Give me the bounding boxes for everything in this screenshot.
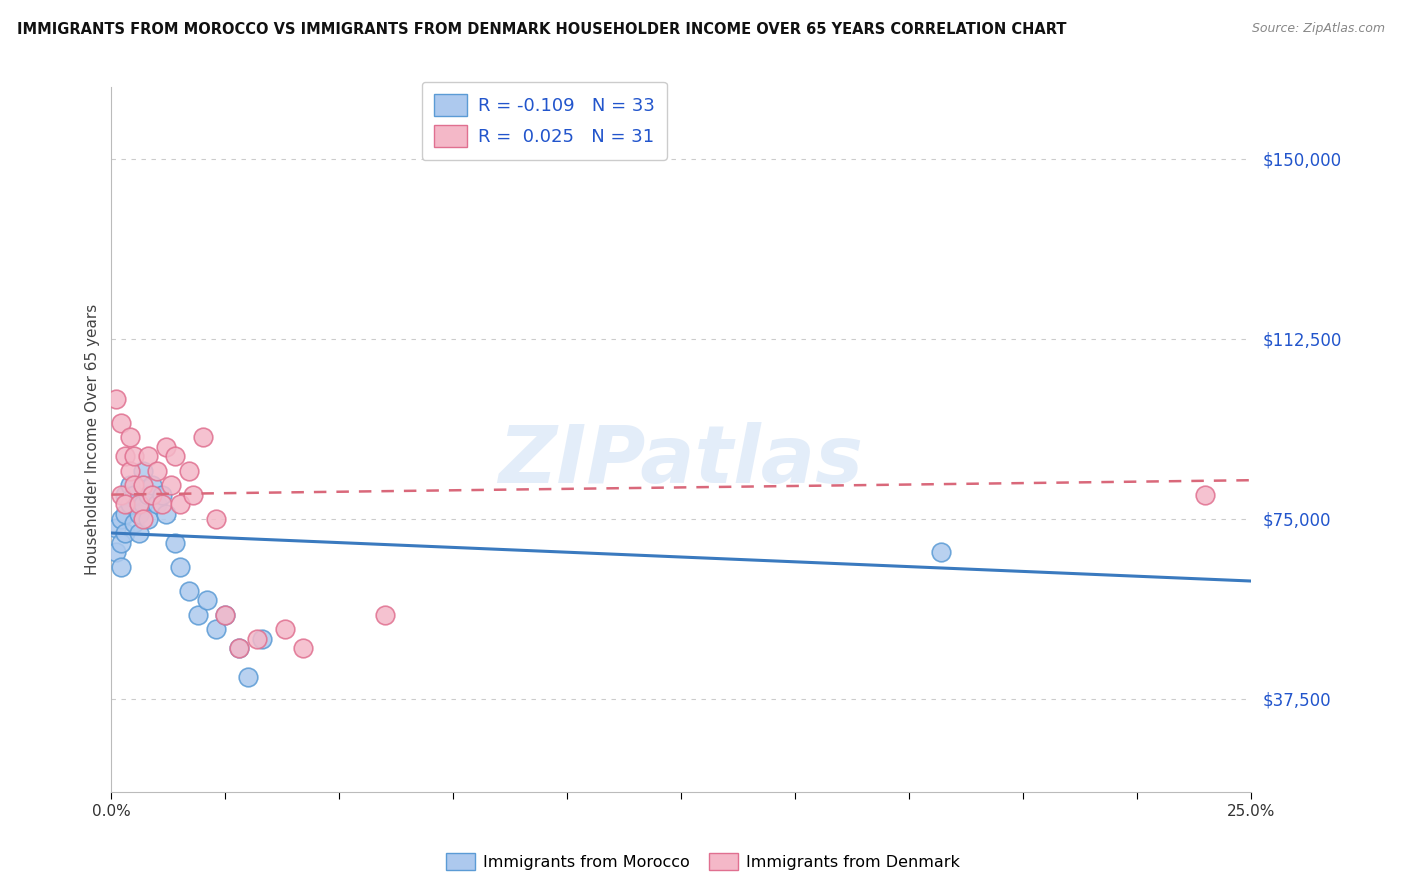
Point bbox=[136, 511, 159, 525]
Point bbox=[191, 430, 214, 444]
Point bbox=[146, 464, 169, 478]
Point bbox=[236, 670, 259, 684]
Point bbox=[141, 478, 163, 492]
Point bbox=[177, 583, 200, 598]
Point bbox=[169, 559, 191, 574]
Legend: Immigrants from Morocco, Immigrants from Denmark: Immigrants from Morocco, Immigrants from… bbox=[440, 847, 966, 877]
Point bbox=[155, 507, 177, 521]
Point bbox=[122, 487, 145, 501]
Point bbox=[132, 464, 155, 478]
Point bbox=[104, 392, 127, 406]
Point bbox=[273, 622, 295, 636]
Point bbox=[150, 487, 173, 501]
Point bbox=[110, 416, 132, 430]
Point bbox=[291, 641, 314, 656]
Point bbox=[114, 507, 136, 521]
Point bbox=[114, 449, 136, 463]
Text: ZIPatlas: ZIPatlas bbox=[499, 422, 863, 500]
Point bbox=[132, 478, 155, 492]
Point bbox=[136, 487, 159, 501]
Point bbox=[122, 478, 145, 492]
Point bbox=[177, 464, 200, 478]
Point bbox=[374, 607, 396, 622]
Point bbox=[110, 487, 132, 501]
Point bbox=[159, 478, 181, 492]
Point bbox=[128, 507, 150, 521]
Point bbox=[165, 535, 187, 549]
Point bbox=[122, 449, 145, 463]
Point bbox=[205, 511, 228, 525]
Point bbox=[228, 641, 250, 656]
Point bbox=[214, 607, 236, 622]
Point bbox=[110, 559, 132, 574]
Point bbox=[169, 497, 191, 511]
Point bbox=[146, 497, 169, 511]
Point bbox=[195, 593, 218, 607]
Point bbox=[183, 487, 205, 501]
Point bbox=[246, 632, 269, 646]
Text: IMMIGRANTS FROM MOROCCO VS IMMIGRANTS FROM DENMARK HOUSEHOLDER INCOME OVER 65 YE: IMMIGRANTS FROM MOROCCO VS IMMIGRANTS FR… bbox=[17, 22, 1066, 37]
Point bbox=[141, 487, 163, 501]
Y-axis label: Householder Income Over 65 years: Householder Income Over 65 years bbox=[86, 304, 100, 575]
Point bbox=[118, 478, 141, 492]
Point bbox=[110, 535, 132, 549]
Point bbox=[136, 449, 159, 463]
Point bbox=[1194, 487, 1216, 501]
Point bbox=[929, 545, 952, 559]
Point bbox=[132, 497, 155, 511]
Point bbox=[187, 607, 209, 622]
Point bbox=[128, 526, 150, 541]
Point bbox=[250, 632, 273, 646]
Point bbox=[118, 497, 141, 511]
Point bbox=[118, 464, 141, 478]
Point bbox=[128, 497, 150, 511]
Point bbox=[165, 449, 187, 463]
Text: Source: ZipAtlas.com: Source: ZipAtlas.com bbox=[1251, 22, 1385, 36]
Point bbox=[122, 516, 145, 531]
Point bbox=[132, 511, 155, 525]
Point bbox=[214, 607, 236, 622]
Point bbox=[114, 526, 136, 541]
Legend: R = -0.109   N = 33, R =  0.025   N = 31: R = -0.109 N = 33, R = 0.025 N = 31 bbox=[422, 81, 666, 160]
Point bbox=[110, 511, 132, 525]
Point bbox=[114, 487, 136, 501]
Point bbox=[155, 440, 177, 454]
Point bbox=[104, 521, 127, 535]
Point bbox=[228, 641, 250, 656]
Point bbox=[118, 430, 141, 444]
Point bbox=[205, 622, 228, 636]
Point bbox=[150, 497, 173, 511]
Point bbox=[104, 545, 127, 559]
Point bbox=[114, 497, 136, 511]
